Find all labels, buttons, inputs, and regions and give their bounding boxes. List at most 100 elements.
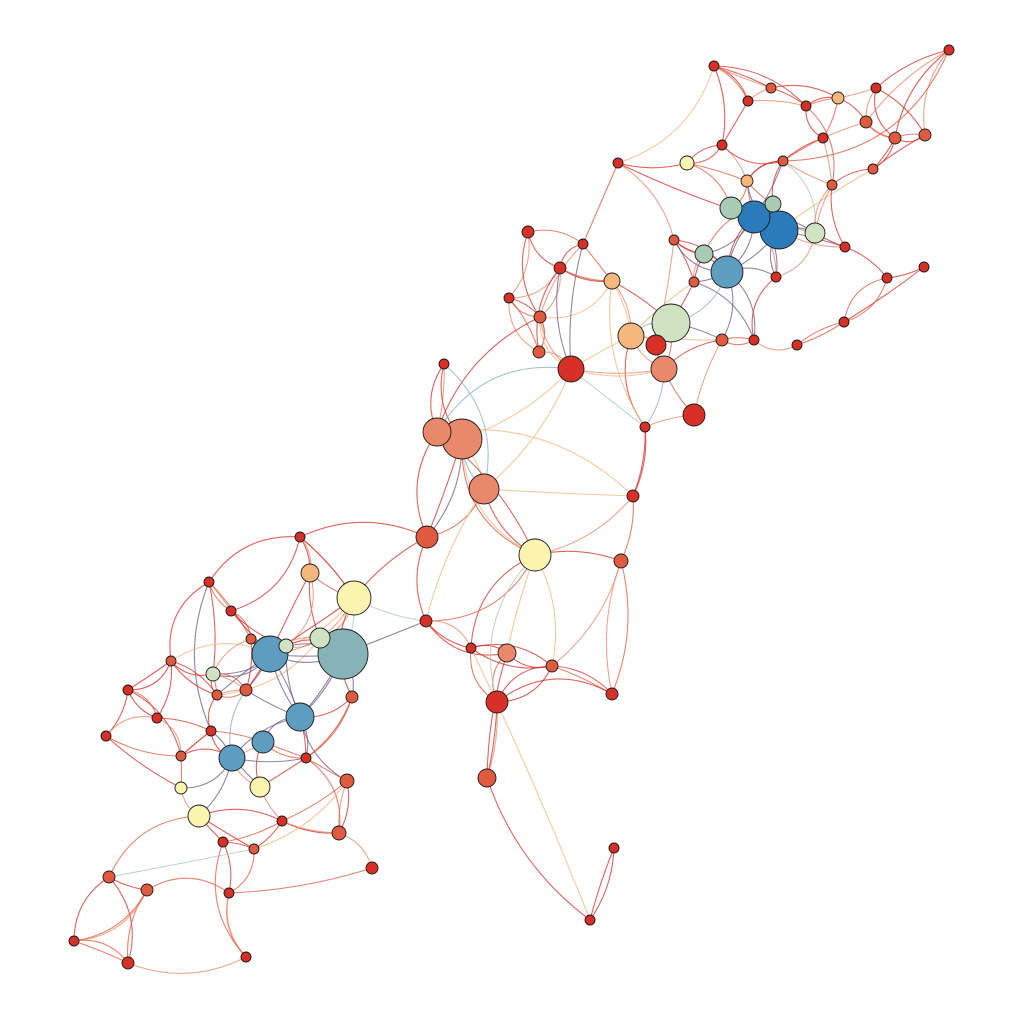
graph-node	[533, 310, 547, 324]
graph-node	[485, 690, 509, 714]
graph-node	[679, 155, 695, 171]
graph-edge	[127, 956, 247, 974]
graph-node	[839, 241, 851, 253]
graph-node	[740, 174, 754, 188]
graph-edge	[416, 431, 438, 538]
graph-node	[422, 417, 452, 447]
graph-edge	[486, 777, 591, 921]
graph-edge	[751, 276, 777, 341]
graph-node	[205, 666, 221, 682]
graph-node	[245, 633, 257, 645]
graph-node	[223, 887, 235, 899]
graph-node	[317, 628, 369, 680]
graph-edge	[721, 100, 749, 146]
graph-edge	[508, 297, 540, 353]
graph-node	[742, 95, 754, 107]
graph-edge	[713, 65, 807, 107]
graph-edge	[886, 266, 925, 279]
graph-edge	[589, 847, 615, 921]
graph-node	[239, 683, 253, 697]
graph-node	[651, 303, 691, 343]
graph-edge	[508, 267, 561, 299]
graph-edge	[843, 277, 888, 323]
graph-edge	[805, 105, 835, 186]
graph-edge	[425, 554, 536, 622]
graph-edge	[551, 560, 622, 667]
graph-edge	[208, 581, 232, 612]
graph-edge	[305, 696, 353, 759]
graph-node	[225, 605, 237, 617]
graph-node	[710, 255, 744, 289]
graph-edge	[214, 841, 247, 958]
graph-edge	[226, 892, 247, 958]
graph-edge	[470, 643, 553, 667]
graph-edge	[569, 243, 584, 370]
graph-node	[881, 272, 893, 284]
graph-node	[240, 951, 252, 963]
graph-node	[300, 563, 320, 583]
graph-node	[888, 131, 902, 145]
graph-node	[345, 690, 359, 704]
graph-edge	[534, 495, 634, 556]
graph-node	[800, 100, 812, 112]
graph-edge	[605, 560, 622, 695]
graph-edge	[73, 889, 148, 942]
graph-node	[859, 115, 873, 129]
graph-node	[415, 525, 439, 549]
graph-edge	[923, 49, 950, 136]
graph-edge	[216, 637, 321, 696]
graph-edge	[222, 841, 232, 894]
graph-edge	[609, 280, 646, 428]
graph-node	[765, 82, 777, 94]
graph-edge	[611, 560, 629, 695]
graph-node	[438, 358, 450, 370]
graph-edge	[843, 266, 925, 323]
graph-edge	[483, 368, 572, 490]
graph-edge	[436, 316, 541, 433]
graph-edge	[193, 581, 212, 732]
graph-node	[584, 914, 596, 926]
graph-node	[918, 128, 932, 142]
graph-edge	[169, 581, 210, 662]
graph-edge	[207, 694, 218, 732]
graph-node	[174, 781, 188, 795]
graph-node	[708, 60, 720, 72]
graph-edge	[830, 184, 846, 248]
graph-edge	[686, 162, 748, 182]
graph-edge	[470, 554, 536, 649]
graph-node	[617, 322, 645, 350]
graph-node	[285, 702, 315, 732]
graph-edge	[228, 848, 255, 894]
graph-node	[100, 730, 112, 742]
graph-node	[804, 222, 826, 244]
graph-edge	[822, 137, 833, 186]
graph-node	[468, 473, 500, 505]
graph-node	[276, 815, 288, 827]
graph-node	[716, 139, 728, 151]
graph-edge	[508, 231, 530, 299]
graph-node	[121, 956, 135, 970]
graph-edge	[73, 889, 148, 942]
graph-node	[175, 750, 187, 762]
graph-edge	[624, 335, 646, 428]
graph-node	[249, 776, 271, 798]
graph-edge	[443, 363, 489, 490]
graph-edge	[539, 243, 584, 318]
graph-node	[151, 712, 163, 724]
graph-node	[613, 553, 629, 569]
graph-edge	[713, 65, 726, 146]
graph-node	[626, 489, 640, 503]
graph-node	[791, 339, 803, 351]
graph-node	[715, 333, 729, 347]
graph-edge	[496, 678, 613, 703]
graph-node	[336, 580, 372, 616]
graph-node	[777, 155, 789, 167]
graph-edge	[632, 426, 647, 497]
graph-edge	[843, 277, 888, 323]
graph-node	[248, 843, 260, 855]
graph-edge	[753, 339, 798, 351]
graph-edge	[230, 536, 301, 612]
graph-edge	[551, 665, 613, 695]
graph-edge	[521, 231, 541, 318]
graph-edge	[146, 877, 230, 894]
